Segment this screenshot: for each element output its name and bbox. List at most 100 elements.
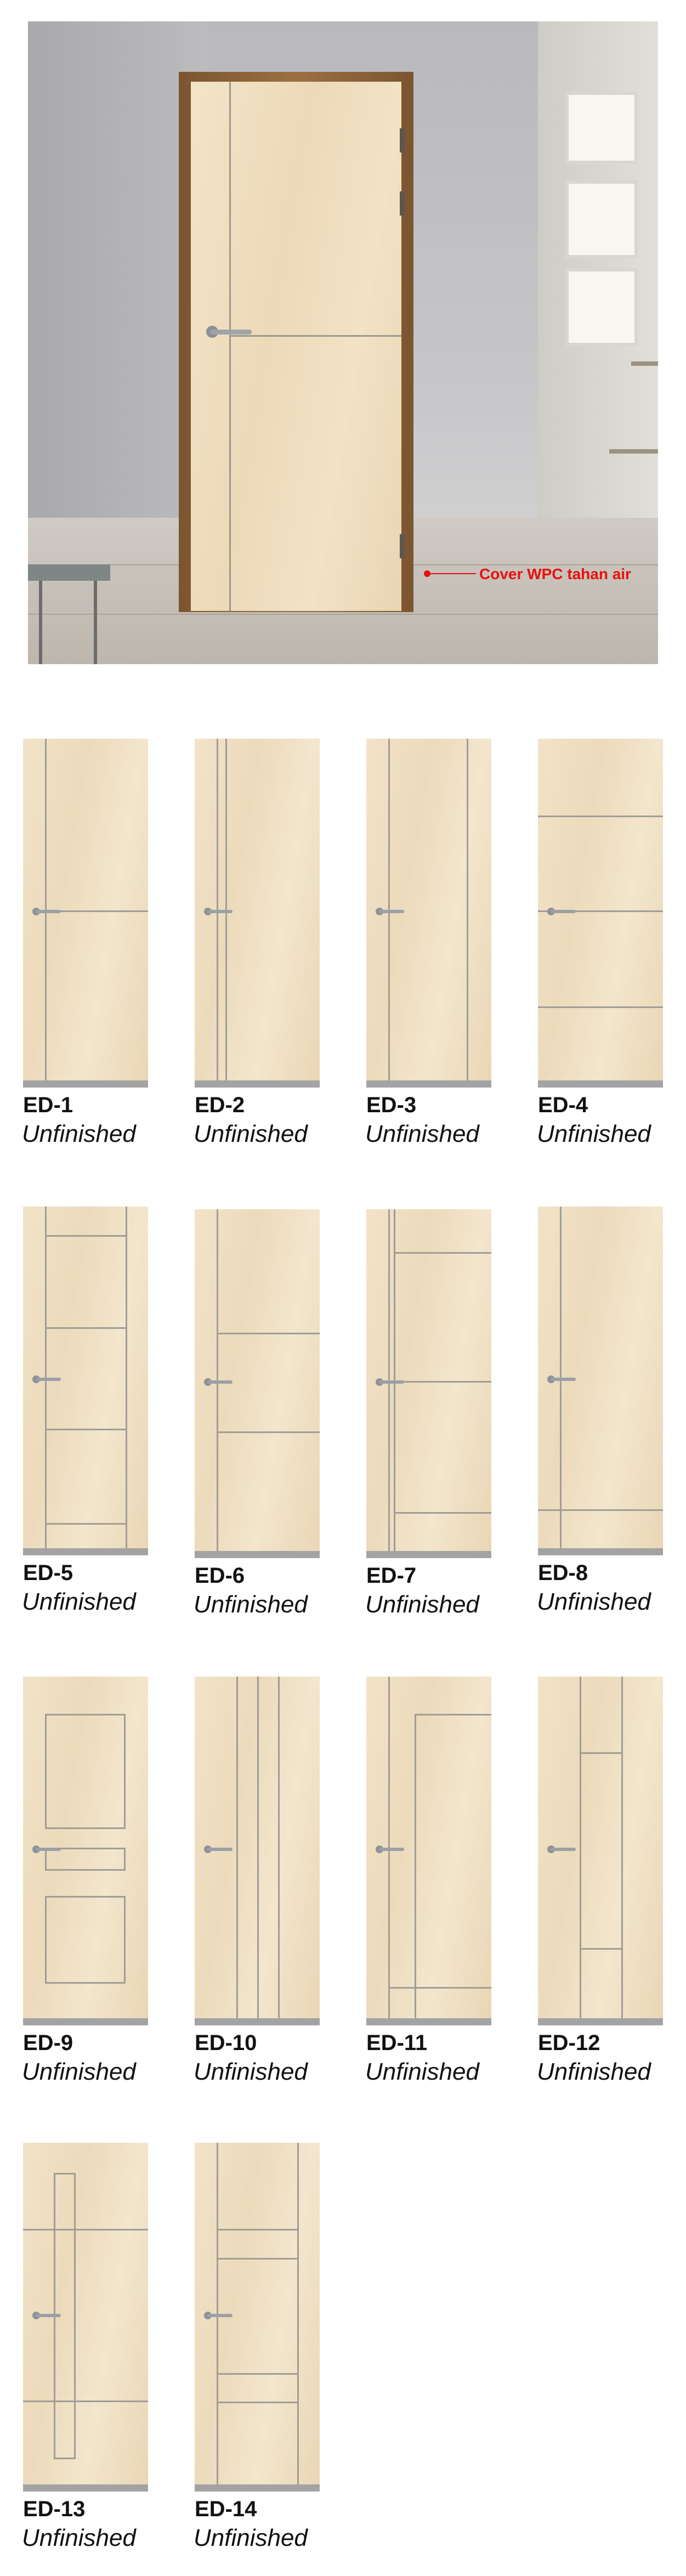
door-handle-icon [547,1845,577,1853]
vertical-groove [217,2143,218,2484]
product-code: ED-12 [538,2031,600,2055]
handle-lever [36,1378,61,1381]
horizontal-groove [45,1235,126,1237]
floor-strip [195,1551,320,1558]
door-handle-icon [204,908,234,915]
door-thumbnail [23,739,148,1080]
kitchen-shelf [631,361,658,366]
horizontal-groove [538,1509,663,1511]
product-card[interactable]: ED-6 Unfinished [194,1209,337,1643]
product-card[interactable]: ED-7 Unfinished [365,1209,509,1643]
side-table-leg [94,581,97,664]
callout-label: Cover WPC tahan air [479,565,631,582]
door-handle-icon [204,1845,234,1853]
door-hinge [400,534,405,558]
door-handle-icon [204,2312,234,2319]
side-table-leg [39,581,42,664]
product-card[interactable]: ED-9 Unfinished [22,1677,166,2110]
vertical-groove [225,739,227,1080]
vertical-groove [236,1677,238,2018]
door-handle-icon [376,1845,405,1853]
product-code: ED-4 [538,1093,588,1117]
product-finish: Unfinished [22,1120,136,1147]
handle-lever [379,1848,404,1851]
floor-strip [195,2018,320,2025]
door-groove [229,335,401,337]
door-thumbnail [366,1209,491,1551]
floor-strip [366,1551,491,1558]
door-thumbnail [366,739,491,1080]
vertical-groove [388,1677,390,2018]
product-finish: Unfinished [194,1591,308,1618]
vertical-groove [580,1677,581,2018]
horizontal-groove [45,1429,126,1430]
window-pane-top [565,92,638,164]
product-code: ED-6 [195,1564,245,1588]
horizontal-groove [217,2402,297,2403]
vertical-groove [388,1209,390,1551]
product-code: ED-11 [366,2031,428,2055]
door-thumbnail [538,1677,663,2018]
callout-line [429,573,476,574]
product-card[interactable]: ED-1 Unfinished [22,739,166,1172]
door-handle-icon [376,908,405,915]
vertical-groove [45,739,47,1080]
product-card[interactable]: ED-11 Unfinished [365,1677,509,2110]
product-finish: Unfinished [537,2058,651,2085]
horizontal-groove [538,816,663,817]
door-thumbnail [538,739,663,1080]
product-card[interactable]: ED-13 Unfinished [22,2143,166,2576]
door-thumbnail [195,739,320,1080]
panel-outline [45,1848,126,1871]
handle-lever [551,910,576,913]
product-finish: Unfinished [22,2058,136,2085]
floor-strip [366,1080,491,1088]
horizontal-groove [45,910,148,912]
horizontal-groove [45,1327,126,1329]
product-code: ED-1 [23,1093,73,1117]
product-code: ED-3 [366,1093,417,1117]
horizontal-groove [394,1252,491,1254]
floor-strip [23,1548,148,1555]
product-finish: Unfinished [194,2524,308,2551]
door-handle-icon [204,1378,234,1386]
door-thumbnail [23,1207,148,1548]
floor-strip [195,2484,320,2492]
handle-lever [207,910,233,913]
horizontal-groove [388,1987,491,1989]
vertical-groove [388,739,390,1080]
callout-dot [424,570,430,577]
product-card[interactable]: ED-10 Unfinished [194,1677,337,2110]
product-card[interactable]: ED-3 Unfinished [365,739,509,1172]
product-finish: Unfinished [365,1591,479,1618]
horizontal-groove [217,1333,320,1334]
horizontal-groove [23,2229,148,2230]
product-code: ED-8 [538,1561,588,1585]
door-handle-icon [32,2312,62,2319]
floor-strip [23,2484,148,2492]
vertical-groove [257,1677,259,2018]
door-thumbnail [195,2143,320,2484]
hero-room-photo: Cover WPC tahan air [28,21,658,664]
floor-strip [23,1080,148,1088]
vertical-groove [126,1207,127,1548]
product-card[interactable]: ED-4 Unfinished [537,739,681,1172]
vertical-groove [560,1207,562,1548]
product-code: ED-10 [195,2031,257,2055]
floor-strip [538,2018,663,2025]
handle-lever [551,1378,576,1381]
window-pane-bottom [565,268,638,346]
door-thumbnail [366,1677,491,2018]
door-handle-icon [376,1378,405,1386]
product-finish: Unfinished [22,1588,136,1615]
product-card[interactable]: ED-5 Unfinished [22,1207,166,1640]
floor-strip [195,1080,320,1088]
product-card[interactable]: ED-2 Unfinished [194,739,337,1172]
product-card[interactable]: ED-12 Unfinished [537,1677,681,2110]
panel-outline [45,1714,126,1829]
horizontal-groove [45,1523,126,1525]
product-card[interactable]: ED-14 Unfinished [194,2143,337,2576]
door-hinge [400,128,405,152]
product-card[interactable]: ED-8 Unfinished [537,1207,681,1640]
vertical-groove [217,1209,218,1551]
